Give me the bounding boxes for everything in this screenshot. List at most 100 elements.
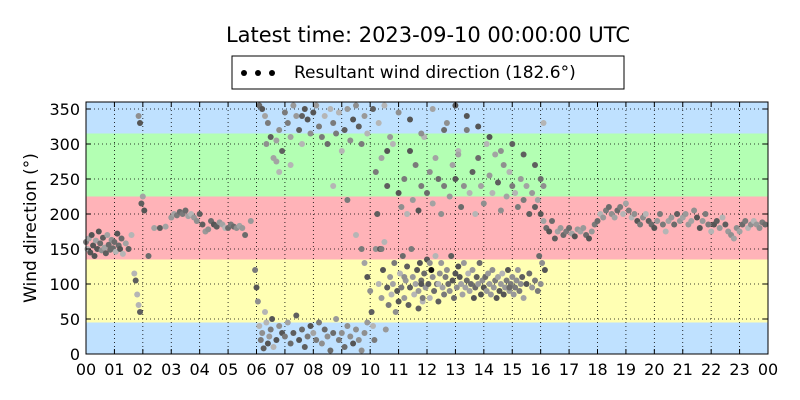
- x-tick-label: 21: [673, 360, 693, 379]
- x-tick-label: 00: [76, 360, 96, 379]
- data-point: [333, 316, 340, 322]
- data-point: [682, 211, 689, 217]
- data-point: [708, 228, 715, 235]
- data-point: [519, 274, 526, 280]
- data-point: [364, 274, 371, 280]
- data-point: [432, 253, 439, 259]
- data-point: [429, 274, 436, 280]
- data-point: [436, 270, 443, 277]
- data-point: [324, 141, 331, 147]
- data-point: [499, 270, 506, 277]
- data-point: [327, 347, 334, 354]
- y-tick-label: 300: [49, 135, 80, 154]
- data-point: [374, 211, 381, 217]
- data-point: [526, 270, 533, 277]
- data-point: [497, 207, 504, 214]
- data-point: [95, 228, 102, 235]
- data-point: [361, 260, 368, 266]
- x-tick-label: 11: [388, 360, 408, 379]
- data-point: [333, 130, 340, 137]
- data-point: [411, 291, 418, 298]
- data-point: [368, 309, 375, 315]
- data-point: [611, 214, 618, 221]
- data-point: [730, 235, 737, 242]
- data-point: [415, 305, 422, 312]
- data-point: [460, 183, 467, 189]
- data-point: [341, 344, 348, 350]
- data-point: [742, 218, 749, 224]
- data-point: [532, 204, 538, 210]
- data-point: [466, 288, 473, 294]
- data-point: [276, 323, 283, 329]
- data-point: [97, 240, 104, 247]
- data-point: [458, 204, 465, 210]
- data-point: [463, 113, 470, 119]
- data-point: [441, 127, 448, 133]
- data-point: [193, 218, 200, 224]
- data-point: [431, 288, 438, 294]
- data-point: [307, 130, 314, 137]
- data-point: [290, 330, 297, 336]
- data-point: [381, 102, 388, 109]
- data-point: [370, 106, 376, 112]
- data-point: [296, 127, 303, 133]
- data-point: [273, 337, 280, 343]
- data-point: [324, 333, 331, 340]
- data-point: [287, 340, 294, 347]
- data-point: [513, 277, 520, 284]
- data-point: [489, 190, 496, 196]
- data-point: [135, 302, 142, 308]
- data-point: [478, 183, 484, 189]
- data-point: [523, 281, 530, 287]
- data-point: [254, 298, 261, 305]
- data-point: [468, 281, 474, 287]
- data-point: [307, 323, 314, 329]
- data-point: [395, 190, 402, 196]
- data-point: [100, 234, 106, 241]
- data-point: [448, 253, 455, 259]
- data-point: [719, 214, 726, 221]
- data-point: [674, 211, 681, 217]
- data-points: [83, 102, 769, 354]
- y-tick-labels: 0 50 100 150 200 250 300 350: [49, 100, 80, 364]
- data-point: [104, 232, 111, 238]
- data-point: [358, 141, 365, 147]
- data-point: [370, 323, 376, 329]
- data-point: [489, 267, 496, 273]
- data-point: [705, 221, 712, 228]
- data-point: [566, 225, 573, 231]
- data-point: [480, 200, 487, 207]
- data-point: [318, 340, 325, 347]
- data-point: [310, 109, 317, 116]
- y-tick-label: 200: [49, 205, 80, 224]
- data-point: [350, 116, 357, 123]
- data-point: [111, 239, 118, 245]
- data-point: [119, 250, 126, 257]
- data-point: [532, 162, 538, 168]
- data-point: [247, 218, 254, 224]
- data-point: [473, 274, 480, 280]
- data-point: [344, 106, 351, 112]
- data-point: [512, 284, 519, 291]
- data-point: [389, 141, 396, 147]
- data-point: [536, 253, 543, 259]
- data-point: [762, 221, 769, 228]
- legend-box: [231, 55, 625, 90]
- data-point: [353, 232, 359, 238]
- data-point: [394, 288, 401, 294]
- data-point: [620, 211, 627, 217]
- data-point: [523, 183, 530, 189]
- data-point: [446, 193, 453, 200]
- data-point: [637, 221, 644, 228]
- data-point: [452, 176, 459, 182]
- data-point: [617, 204, 624, 210]
- data-point: [284, 319, 291, 326]
- data-point: [131, 270, 138, 277]
- data-point: [495, 179, 501, 186]
- data-point: [260, 345, 267, 352]
- data-point: [385, 302, 392, 308]
- data-point: [516, 288, 523, 294]
- data-point: [586, 235, 592, 242]
- data-point: [405, 302, 412, 308]
- y-tick-label: 250: [49, 170, 80, 189]
